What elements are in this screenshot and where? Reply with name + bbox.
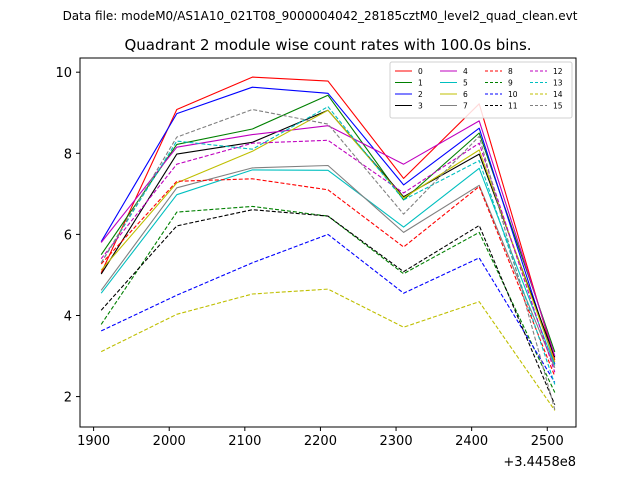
plot-frame bbox=[79, 57, 577, 428]
y-tick-label: 8 bbox=[64, 147, 72, 162]
x-tick-label: 2000 bbox=[153, 434, 186, 449]
data-file-header: Data file: modeM0/AS1A10_021T08_90000040… bbox=[63, 9, 578, 23]
series-line-8 bbox=[100, 178, 556, 377]
legend-label-11: 11 bbox=[508, 102, 518, 111]
x-axis-offset-label: +3.4458e8 bbox=[503, 455, 576, 470]
series-line-1 bbox=[100, 94, 556, 353]
y-tick-label: 4 bbox=[64, 309, 72, 324]
series-line-12 bbox=[100, 139, 556, 373]
legend-label-6: 6 bbox=[463, 90, 468, 99]
x-tick-label: 2500 bbox=[531, 434, 564, 449]
x-tick-label: 2200 bbox=[304, 434, 337, 449]
series-line-14 bbox=[100, 288, 556, 411]
series-line-10 bbox=[100, 233, 556, 383]
series-line-6 bbox=[100, 109, 556, 363]
series-line-11 bbox=[100, 209, 556, 405]
legend-label-3: 3 bbox=[418, 102, 423, 111]
legend-label-8: 8 bbox=[508, 67, 513, 76]
y-axis: 2 4 6 8 10 bbox=[55, 66, 80, 406]
x-tick-label: 1900 bbox=[77, 434, 110, 449]
series-line-4 bbox=[100, 120, 556, 357]
legend-label-13: 13 bbox=[553, 79, 563, 88]
chart-title: Quadrant 2 module wise count rates with … bbox=[124, 36, 531, 54]
legend-label-14: 14 bbox=[553, 90, 563, 99]
y-tick-label: 6 bbox=[64, 228, 72, 243]
plot-lines bbox=[100, 76, 556, 411]
legend-label-0: 0 bbox=[418, 67, 423, 76]
legend-label-15: 15 bbox=[553, 102, 563, 111]
series-line-0 bbox=[100, 76, 556, 361]
legend-label-1: 1 bbox=[418, 79, 423, 88]
legend-label-7: 7 bbox=[463, 102, 468, 111]
series-line-2 bbox=[100, 86, 556, 365]
legend-label-12: 12 bbox=[553, 67, 563, 76]
legend-label-4: 4 bbox=[463, 67, 468, 76]
x-tick-label: 2300 bbox=[380, 434, 413, 449]
series-line-7 bbox=[100, 164, 556, 369]
x-tick-label: 2400 bbox=[455, 434, 488, 449]
x-tick-label: 2100 bbox=[228, 434, 261, 449]
legend-label-10: 10 bbox=[508, 90, 518, 99]
y-tick-label: 10 bbox=[55, 66, 72, 81]
series-line-13 bbox=[100, 106, 556, 385]
legend-label-9: 9 bbox=[508, 79, 513, 88]
series-line-5 bbox=[100, 167, 556, 366]
series-line-15 bbox=[100, 108, 556, 410]
legend-label-5: 5 bbox=[463, 79, 468, 88]
series-line-9 bbox=[100, 205, 556, 393]
y-tick-label: 2 bbox=[64, 391, 72, 406]
x-axis: 1900 2000 2100 2200 2300 2400 2500 bbox=[77, 427, 564, 449]
legend-box bbox=[389, 61, 573, 119]
legend-label-2: 2 bbox=[418, 90, 423, 99]
